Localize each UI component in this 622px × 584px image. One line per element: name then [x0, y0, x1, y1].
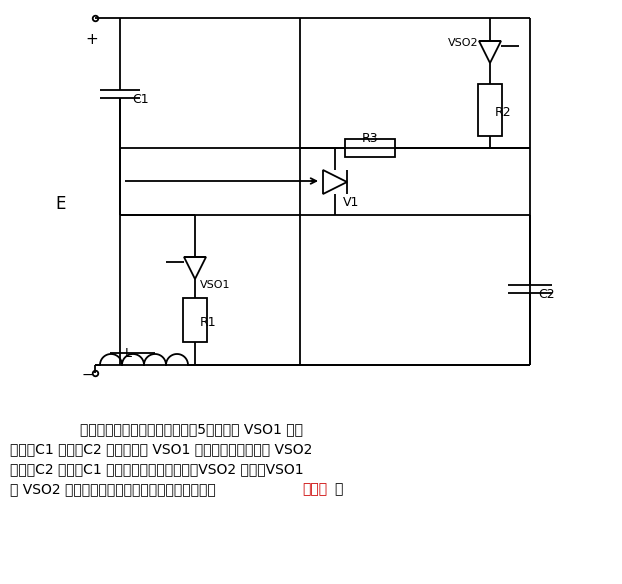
Text: 冲加工: 冲加工: [302, 482, 327, 496]
Text: C2: C2: [538, 288, 555, 301]
Text: C1: C1: [132, 93, 149, 106]
Text: 导通，C2 充电，C1 放电，与上述过程相同，VSO2 关断。VSO1: 导通，C2 充电，C1 放电，与上述过程相同，VSO2 关断。VSO1: [10, 462, 304, 476]
Text: 导通，C1 充电，C2 放电，然后 VSO1 关断，经过一定时间 VSO2: 导通，C1 充电，C2 放电，然后 VSO1 关断，经过一定时间 VSO2: [10, 442, 312, 456]
Text: 。: 。: [334, 482, 342, 496]
Bar: [478, 84, 502, 136]
Text: +: +: [85, 32, 98, 47]
Text: E: E: [55, 195, 65, 213]
Text: 所示为晶闸管精加工线路形式（5），先是 VSO1 触发: 所示为晶闸管精加工线路形式（5），先是 VSO1 触发: [80, 422, 303, 436]
Bar: [183, 298, 207, 342]
Text: L: L: [125, 347, 132, 360]
Text: VSO2: VSO2: [448, 38, 478, 48]
Text: VSO1: VSO1: [200, 280, 231, 290]
Bar: [345, 139, 395, 157]
Text: R3: R3: [362, 132, 379, 145]
Text: 和 VSO2 轮流触发导通和截止，火花放电，完成脉: 和 VSO2 轮流触发导通和截止，火花放电，完成脉: [10, 482, 216, 496]
Text: V1: V1: [343, 196, 360, 209]
Text: −: −: [82, 368, 94, 382]
Text: R1: R1: [200, 315, 216, 328]
Text: R2: R2: [495, 106, 512, 119]
